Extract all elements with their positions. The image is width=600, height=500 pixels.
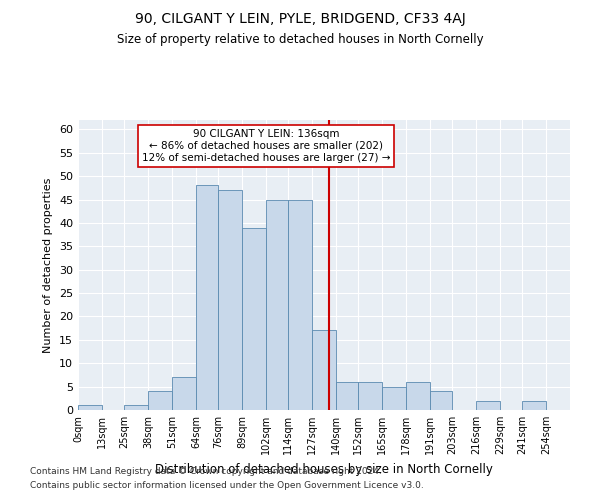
Text: Contains public sector information licensed under the Open Government Licence v3: Contains public sector information licen… [30,481,424,490]
Bar [406,382,430,410]
Text: 90, CILGANT Y LEIN, PYLE, BRIDGEND, CF33 4AJ: 90, CILGANT Y LEIN, PYLE, BRIDGEND, CF33… [134,12,466,26]
Bar [124,406,148,410]
Text: Size of property relative to detached houses in North Cornelly: Size of property relative to detached ho… [116,32,484,46]
Bar [522,400,546,410]
Bar [358,382,382,410]
Y-axis label: Number of detached properties: Number of detached properties [43,178,53,352]
Bar [336,382,358,410]
Bar [476,400,500,410]
Bar [242,228,266,410]
Bar [312,330,336,410]
Bar [196,186,218,410]
Bar [172,378,196,410]
Bar [382,386,406,410]
Text: 90 CILGANT Y LEIN: 136sqm
← 86% of detached houses are smaller (202)
12% of semi: 90 CILGANT Y LEIN: 136sqm ← 86% of detac… [142,130,390,162]
X-axis label: Distribution of detached houses by size in North Cornelly: Distribution of detached houses by size … [155,462,493,475]
Bar [266,200,288,410]
Bar [148,392,172,410]
Text: Contains HM Land Registry data © Crown copyright and database right 2024.: Contains HM Land Registry data © Crown c… [30,467,382,476]
Bar [78,406,102,410]
Bar [218,190,242,410]
Bar [288,200,312,410]
Bar [430,392,452,410]
